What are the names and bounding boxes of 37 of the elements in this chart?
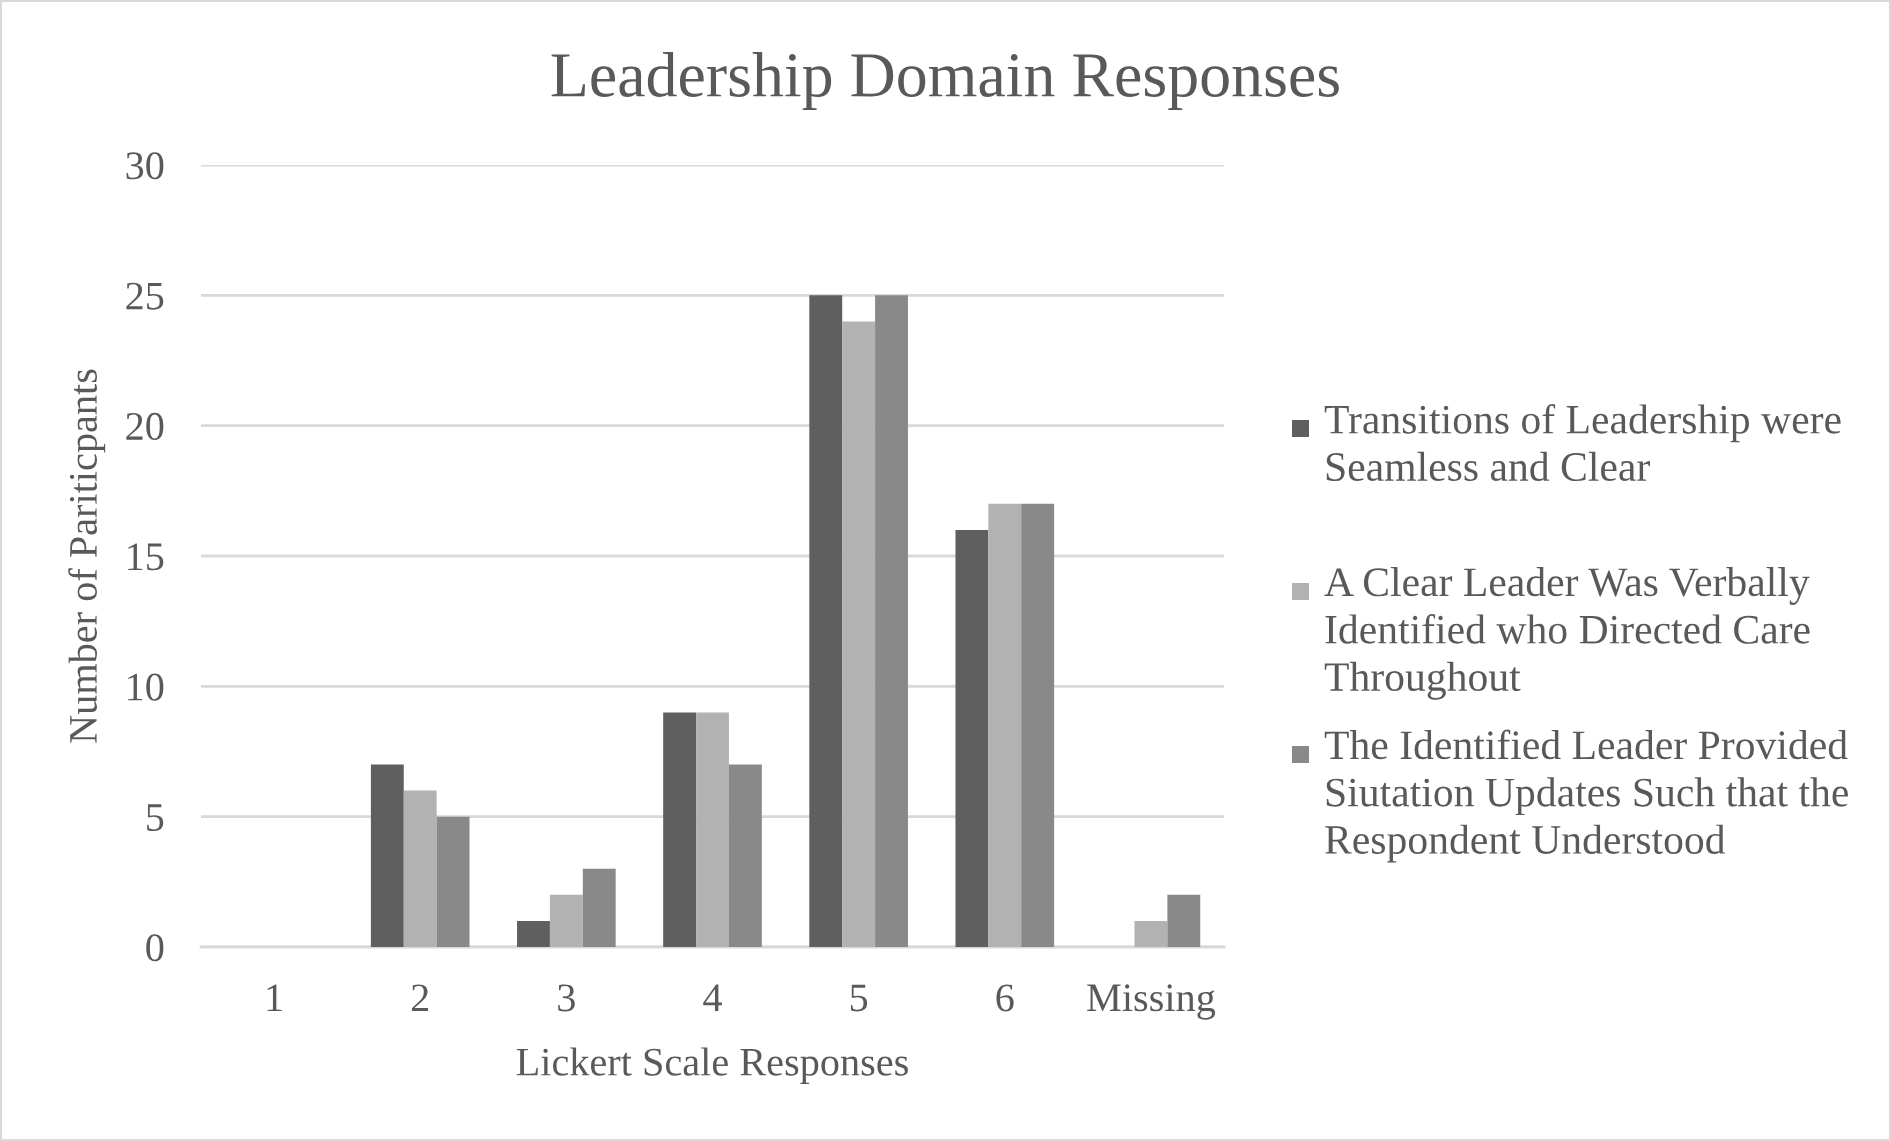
x-tick-label: 6 [996, 984, 1014, 1012]
bar [696, 712, 729, 947]
bar [728, 764, 762, 947]
bar [517, 920, 550, 947]
x-tick-label: Missing [1087, 984, 1216, 1020]
x-tick-label: 1 [267, 984, 282, 1012]
legend-label: A Clear Leader Was Verbally Identified who Directed Care Throughout [1324, 567, 1810, 700]
legend-label: Transitions of Leadership were Seamless and Clear [1324, 404, 1841, 482]
bar [1134, 920, 1168, 947]
bar [370, 764, 404, 947]
bar [955, 529, 989, 947]
y-tick-label: 20 [126, 412, 164, 441]
y-tick-label: 30 [126, 152, 164, 180]
bar [436, 816, 470, 947]
y-tick-label: 5 [147, 804, 164, 832]
bar [1021, 503, 1055, 947]
x-axis-title: Lickert Scale Responses [516, 1047, 908, 1084]
chart-title: Leadership Domain Responses [551, 52, 1339, 110]
y-tick-label: 25 [126, 282, 164, 310]
bar [403, 790, 437, 947]
bar [842, 321, 876, 947]
bar [809, 295, 843, 947]
x-tick-label: 2 [411, 984, 429, 1012]
x-tick-label: 4 [703, 984, 722, 1012]
y-axis-title: Number of Pariticpants [68, 369, 106, 743]
bar [875, 295, 908, 947]
y-tick-label: 15 [128, 543, 164, 571]
bar [582, 868, 616, 947]
x-tick-label: 3 [558, 984, 575, 1012]
y-tick-label: 0 [146, 934, 164, 962]
bar [1167, 894, 1201, 947]
bar [663, 712, 697, 947]
legend-label: The Identified Leader Provided Siutation Updates Such that the Respondent Understood [1324, 729, 1848, 863]
bar [988, 503, 1022, 947]
bar [549, 894, 583, 947]
y-tick-label: 10 [128, 673, 164, 701]
x-tick-label: 5 [850, 984, 868, 1012]
